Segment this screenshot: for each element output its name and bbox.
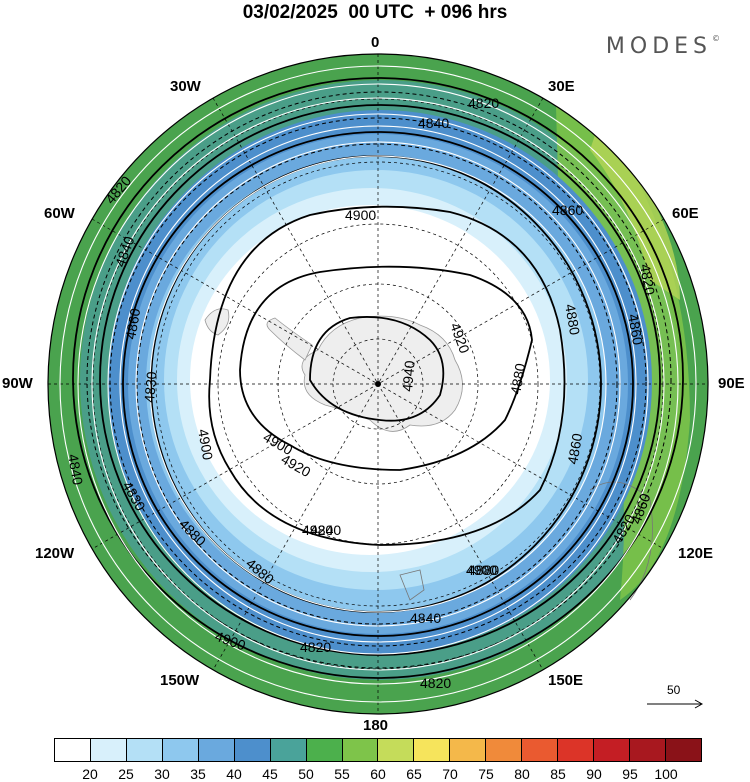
colorbar-swatch (630, 739, 666, 761)
lon-label-60w: 60W (44, 205, 75, 222)
colorbar-swatch (378, 739, 415, 761)
contour-label: 4840 (310, 522, 341, 538)
colorbar-tick-label: 20 (82, 766, 98, 782)
colorbar-tick-label: 65 (406, 766, 422, 782)
vector-reference-value: 50 (667, 683, 681, 697)
wind-streamlines (59, 65, 697, 703)
lon-label-30e: 30E (548, 78, 575, 95)
lon-label-180: 180 (363, 717, 389, 734)
colorbar-tick-label: 100 (654, 766, 678, 782)
contour-label: 4820 (468, 95, 499, 111)
vector-reference: 50 (645, 683, 705, 711)
contour-label: 4880 (468, 562, 499, 578)
colorbar-tick-label: 45 (262, 766, 278, 782)
colorbar-tick-label: 70 (442, 766, 458, 782)
contour-label: 4860 (552, 202, 583, 218)
colorbar-swatch (414, 739, 451, 761)
colorbar-swatch (522, 739, 559, 761)
colorbar-tick-label: 80 (514, 766, 530, 782)
lon-label-120w: 120W (35, 545, 75, 562)
colorbar-swatch (234, 739, 271, 761)
contour-label: 4860 (564, 432, 585, 466)
contour-label: 4840 (410, 610, 441, 626)
colorbar-tick-label: 85 (550, 766, 566, 782)
colorbar (54, 738, 702, 762)
colorbar-tick-label: 95 (622, 766, 638, 782)
lon-label-90w: 90W (2, 375, 33, 392)
contour-label: 4880 (507, 362, 528, 396)
south-pole-marker (375, 381, 381, 387)
contour-label: 4860 (122, 307, 143, 341)
contour-label: 4820 (300, 639, 331, 655)
colorbar-tick-label: 50 (298, 766, 314, 782)
lon-label-0: 0 (371, 34, 380, 51)
contour-label: 4840 (65, 453, 86, 487)
polar-map: 4820 4840 4860 4880 4900 4920 4940 4820 … (47, 53, 709, 715)
colorbar-swatch (90, 739, 127, 761)
contour-label: 4840 (418, 115, 449, 131)
lon-label-90e: 90E (718, 375, 745, 392)
contour-label: 4900 (345, 207, 376, 223)
contour-label: 4900 (466, 562, 497, 578)
colorbar-labels: 20 25 30 35 40 45 50 55 60 65 70 75 80 85 90 95 100 (54, 766, 702, 782)
brand-name: MODES (605, 34, 712, 59)
lon-label-150e: 150E (548, 672, 584, 689)
colorbar-tick-label: 90 (586, 766, 602, 782)
colorbar-tick-label: 25 (118, 766, 134, 782)
contour-label: 4880 (562, 303, 583, 337)
colorbar-tick-label: 55 (334, 766, 350, 782)
colorbar-swatch (342, 739, 379, 761)
contour-label: 4820 (420, 675, 451, 691)
antarctica-landmass (301, 315, 463, 432)
colorbar-swatch (594, 739, 630, 761)
contour-label: 4830 (141, 371, 160, 404)
map-title: 03/02/2025 00 UTC + 096 hrs (242, 2, 508, 23)
colorbar-tick-label: 40 (226, 766, 242, 782)
colorbar-swatch (198, 739, 235, 761)
lon-label-120e: 120E (678, 545, 714, 562)
map-border (47, 53, 709, 715)
colorbar-swatch (558, 739, 595, 761)
contour-label: 4920 (302, 522, 333, 538)
colorbar-swatch (162, 739, 199, 761)
colorbar-swatch (665, 739, 701, 761)
contour-label: 4900 (195, 428, 216, 462)
colorbar-tick-label: 30 (154, 766, 170, 782)
lon-label-30w: 30W (170, 78, 201, 95)
contour-label: 4860 (625, 313, 646, 347)
colorbar-swatch (486, 739, 523, 761)
contour-label: 4820 (637, 263, 658, 297)
colorbar-tick-label: 60 (370, 766, 386, 782)
brand-logo: MODES© (606, 34, 720, 59)
colorbar-swatch (306, 739, 343, 761)
lon-label-60e: 60E (672, 205, 699, 222)
copyright-mark: © (712, 34, 720, 43)
colorbar-swatch (55, 739, 91, 761)
colorbar-swatch (270, 739, 307, 761)
lon-label-150w: 150W (160, 672, 200, 689)
arrow-right-icon (647, 699, 704, 709)
colorbar-swatch (450, 739, 487, 761)
colorbar-tick-label: 35 (190, 766, 206, 782)
colorbar-tick-label: 75 (478, 766, 494, 782)
colorbar-swatch (126, 739, 163, 761)
height-contours-dashed (86, 91, 672, 669)
contour-label: 4940 (399, 360, 418, 393)
